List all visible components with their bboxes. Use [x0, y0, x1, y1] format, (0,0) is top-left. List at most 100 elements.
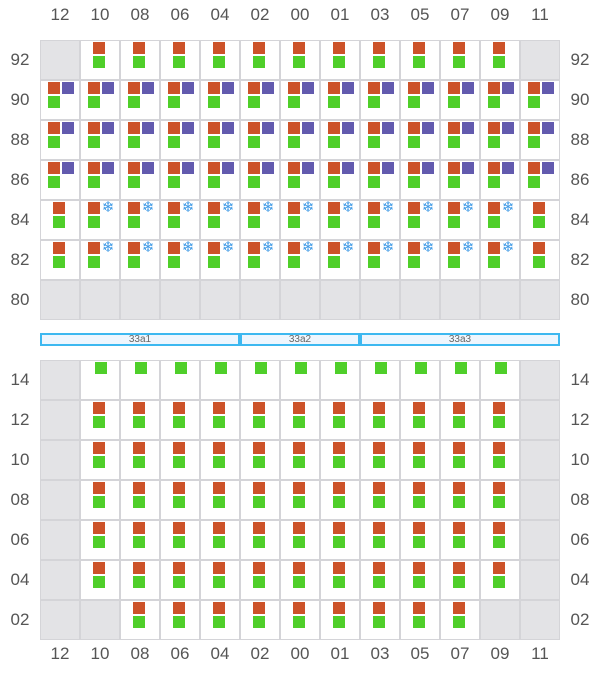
- slot[interactable]: [200, 360, 240, 400]
- slot[interactable]: [480, 600, 520, 640]
- slot[interactable]: [320, 440, 360, 480]
- slot[interactable]: ❄: [400, 240, 440, 280]
- slot[interactable]: [360, 600, 400, 640]
- slot[interactable]: [520, 120, 560, 160]
- slot[interactable]: [200, 120, 240, 160]
- slot[interactable]: ❄: [240, 240, 280, 280]
- slot[interactable]: [480, 480, 520, 520]
- slot[interactable]: [40, 600, 80, 640]
- slot[interactable]: ❄: [120, 200, 160, 240]
- slot[interactable]: [520, 80, 560, 120]
- slot[interactable]: [160, 520, 200, 560]
- slot[interactable]: [520, 480, 560, 520]
- slot[interactable]: [520, 560, 560, 600]
- slot[interactable]: [280, 280, 320, 320]
- slot[interactable]: [120, 600, 160, 640]
- slot[interactable]: ❄: [400, 200, 440, 240]
- slot[interactable]: [480, 80, 520, 120]
- slot[interactable]: [440, 400, 480, 440]
- slot[interactable]: [400, 280, 440, 320]
- slot[interactable]: ❄: [200, 240, 240, 280]
- slot[interactable]: [200, 520, 240, 560]
- slot[interactable]: [160, 440, 200, 480]
- slot[interactable]: [120, 160, 160, 200]
- slot[interactable]: [80, 560, 120, 600]
- slot[interactable]: [160, 560, 200, 600]
- slot[interactable]: [240, 120, 280, 160]
- slot[interactable]: [280, 520, 320, 560]
- slot[interactable]: [360, 440, 400, 480]
- hatch-cover[interactable]: 33a2: [240, 333, 360, 346]
- slot[interactable]: [440, 440, 480, 480]
- slot[interactable]: [40, 160, 80, 200]
- slot[interactable]: [240, 360, 280, 400]
- slot[interactable]: ❄: [240, 200, 280, 240]
- slot[interactable]: [320, 160, 360, 200]
- slot[interactable]: [160, 40, 200, 80]
- slot[interactable]: [200, 80, 240, 120]
- slot[interactable]: [520, 440, 560, 480]
- slot[interactable]: [400, 360, 440, 400]
- slot[interactable]: [480, 400, 520, 440]
- slot[interactable]: [520, 600, 560, 640]
- slot[interactable]: [80, 120, 120, 160]
- slot[interactable]: [80, 280, 120, 320]
- slot[interactable]: [360, 400, 400, 440]
- slot[interactable]: [440, 120, 480, 160]
- slot[interactable]: [120, 40, 160, 80]
- slot[interactable]: [440, 280, 480, 320]
- slot[interactable]: [360, 120, 400, 160]
- slot[interactable]: [40, 440, 80, 480]
- slot[interactable]: [40, 560, 80, 600]
- slot[interactable]: ❄: [160, 240, 200, 280]
- slot[interactable]: [280, 160, 320, 200]
- slot[interactable]: [160, 80, 200, 120]
- slot[interactable]: [40, 120, 80, 160]
- slot[interactable]: [440, 160, 480, 200]
- slot[interactable]: [80, 160, 120, 200]
- slot[interactable]: ❄: [80, 240, 120, 280]
- slot[interactable]: [520, 200, 560, 240]
- slot[interactable]: [120, 520, 160, 560]
- slot[interactable]: [280, 480, 320, 520]
- slot[interactable]: [320, 480, 360, 520]
- slot[interactable]: [240, 440, 280, 480]
- slot[interactable]: [240, 480, 280, 520]
- slot[interactable]: [400, 600, 440, 640]
- slot[interactable]: [360, 280, 400, 320]
- slot[interactable]: [80, 400, 120, 440]
- slot[interactable]: [480, 120, 520, 160]
- slot[interactable]: [320, 400, 360, 440]
- slot[interactable]: [160, 480, 200, 520]
- slot[interactable]: [440, 560, 480, 600]
- slot[interactable]: [40, 480, 80, 520]
- slot[interactable]: [40, 280, 80, 320]
- slot[interactable]: ❄: [160, 200, 200, 240]
- slot[interactable]: [280, 40, 320, 80]
- slot[interactable]: ❄: [320, 200, 360, 240]
- slot[interactable]: [320, 280, 360, 320]
- slot[interactable]: [400, 80, 440, 120]
- slot[interactable]: [160, 400, 200, 440]
- slot[interactable]: [240, 160, 280, 200]
- slot[interactable]: [240, 560, 280, 600]
- slot[interactable]: [40, 200, 80, 240]
- slot[interactable]: [480, 520, 520, 560]
- slot[interactable]: [520, 40, 560, 80]
- slot[interactable]: [160, 600, 200, 640]
- slot[interactable]: [40, 240, 80, 280]
- slot[interactable]: [40, 520, 80, 560]
- slot[interactable]: [400, 440, 440, 480]
- slot[interactable]: [280, 560, 320, 600]
- slot[interactable]: [520, 520, 560, 560]
- slot[interactable]: [320, 600, 360, 640]
- slot[interactable]: [120, 560, 160, 600]
- slot[interactable]: ❄: [360, 200, 400, 240]
- slot[interactable]: [280, 80, 320, 120]
- slot[interactable]: [520, 160, 560, 200]
- slot[interactable]: [440, 360, 480, 400]
- slot[interactable]: ❄: [480, 200, 520, 240]
- slot[interactable]: ❄: [480, 240, 520, 280]
- slot[interactable]: [400, 560, 440, 600]
- slot[interactable]: ❄: [280, 200, 320, 240]
